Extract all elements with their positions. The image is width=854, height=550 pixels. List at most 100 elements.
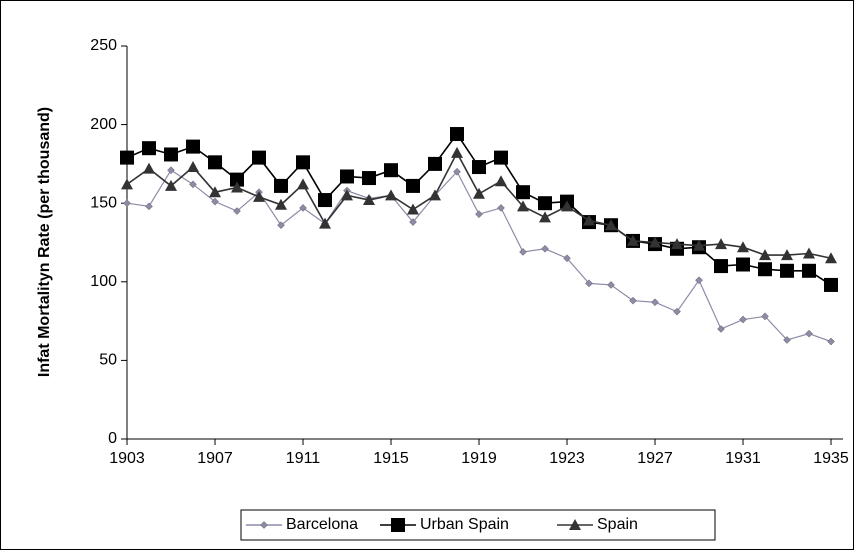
marker: [561, 200, 573, 212]
marker: [451, 146, 463, 158]
marker: [453, 167, 461, 176]
marker: [607, 281, 615, 289]
marker: [693, 239, 705, 251]
marker: [429, 189, 441, 201]
marker: [695, 276, 703, 285]
marker: [211, 197, 219, 206]
y-tick-label: 100: [90, 273, 117, 290]
marker: [407, 203, 419, 215]
marker: [274, 178, 288, 193]
legend-label: Barcelona: [286, 516, 358, 533]
marker: [473, 187, 485, 199]
marker: [120, 150, 134, 165]
x-tick-label: 1931: [725, 450, 761, 467]
marker: [671, 238, 683, 250]
marker: [189, 180, 197, 189]
legend-box: [240, 509, 716, 541]
marker: [517, 200, 529, 212]
marker: [737, 241, 749, 253]
marker: [167, 166, 175, 175]
legend-marker: [391, 518, 405, 532]
marker: [759, 249, 771, 261]
legend-marker: [260, 521, 268, 529]
marker: [717, 325, 725, 333]
marker: [497, 204, 505, 212]
marker: [145, 202, 153, 211]
marker: [629, 296, 637, 305]
legend-label: Urban Spain: [420, 516, 509, 533]
x-tick-label: 1927: [637, 450, 673, 467]
marker: [583, 214, 595, 226]
marker: [363, 194, 375, 206]
marker: [519, 248, 527, 256]
marker: [649, 236, 661, 248]
marker: [230, 172, 244, 187]
marker: [164, 147, 178, 162]
marker: [123, 199, 131, 208]
marker: [121, 178, 133, 190]
x-tick-label: 1919: [461, 450, 497, 467]
marker: [252, 150, 266, 165]
marker: [187, 161, 199, 173]
marker: [541, 244, 549, 253]
marker: [319, 217, 331, 229]
legend-marker: [569, 519, 581, 530]
marker: [627, 234, 639, 246]
marker: [406, 178, 420, 193]
marker: [563, 254, 571, 263]
marker: [253, 190, 265, 202]
marker: [208, 155, 222, 170]
y-tick-label: 0: [108, 430, 117, 447]
marker: [472, 160, 486, 175]
marker: [186, 139, 200, 154]
marker: [384, 163, 398, 178]
marker: [277, 221, 285, 230]
marker: [142, 141, 156, 156]
marker: [362, 171, 376, 186]
y-tick-label: 50: [99, 352, 117, 369]
marker: [299, 204, 307, 212]
marker: [651, 298, 659, 307]
marker: [340, 169, 354, 184]
marker: [802, 263, 816, 278]
marker: [605, 219, 617, 231]
marker: [297, 178, 309, 190]
marker: [209, 186, 221, 198]
marker: [296, 155, 310, 170]
legend-label: Spain: [597, 516, 638, 533]
marker: [409, 218, 417, 226]
y-tick-label: 200: [90, 116, 117, 133]
marker: [714, 259, 728, 274]
x-tick-label: 1915: [373, 450, 409, 467]
marker: [475, 210, 483, 219]
marker: [494, 150, 508, 165]
marker: [736, 257, 750, 272]
y-axis-label: Infat Mortalityn Rate (per thousand): [36, 107, 53, 377]
x-tick-label: 1935: [813, 450, 849, 467]
marker: [827, 337, 835, 346]
marker: [143, 162, 155, 174]
y-tick-label: 150: [90, 194, 117, 211]
marker: [495, 175, 507, 187]
x-tick-label: 1903: [109, 450, 145, 467]
marker: [783, 336, 791, 344]
marker: [428, 156, 442, 171]
marker: [539, 211, 551, 223]
marker: [341, 189, 353, 201]
marker: [275, 198, 287, 210]
marker: [780, 263, 794, 278]
marker: [585, 279, 593, 288]
marker: [231, 181, 243, 193]
marker: [758, 262, 772, 277]
marker: [715, 238, 727, 250]
marker: [538, 196, 552, 211]
marker: [233, 207, 241, 215]
marker: [781, 249, 793, 261]
marker: [739, 315, 747, 324]
marker: [516, 185, 530, 200]
x-tick-label: 1911: [286, 450, 321, 467]
marker: [805, 329, 813, 338]
marker: [165, 179, 177, 191]
